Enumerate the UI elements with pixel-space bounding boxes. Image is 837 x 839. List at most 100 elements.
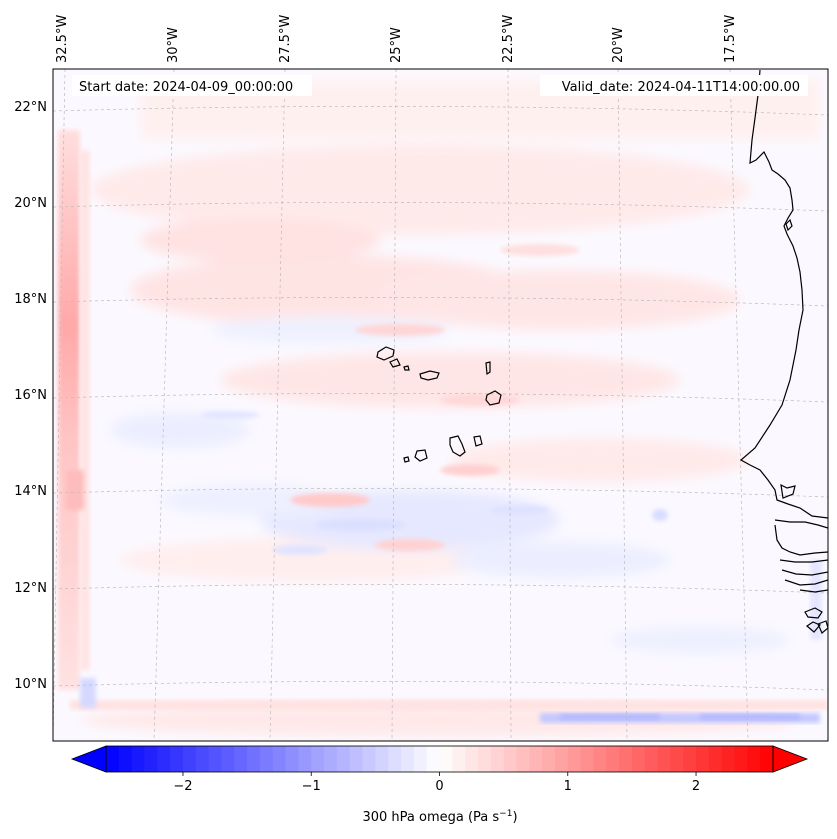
map-frame	[52, 68, 829, 742]
colorbar-cell	[465, 746, 479, 772]
colorbar-cell	[157, 746, 171, 772]
colorbar-cell	[580, 746, 595, 772]
lon-label-32-5w: 32.5°W	[55, 15, 70, 63]
lon-label-25w: 25°W	[389, 27, 404, 63]
colorbar-cell	[401, 746, 415, 772]
valid-date-box	[540, 75, 808, 96]
colorbar-extend-high	[772, 745, 809, 773]
colorbar-cell	[760, 746, 774, 772]
colorbar-extend-low	[70, 745, 107, 773]
colorbar-cell	[298, 746, 312, 772]
colorbar-cell	[503, 746, 518, 772]
island-santa-luzia	[403, 365, 410, 371]
lat-label-20n: 20°N	[14, 196, 47, 211]
colorbar-cell	[426, 746, 441, 772]
colorbar-cell	[349, 746, 364, 772]
lon-label-30w: 30°W	[166, 27, 181, 63]
colorbar-cell	[439, 746, 453, 772]
start-date-label: Start date: 2024-04-09_00:00:00	[79, 80, 293, 95]
colorbar-cell	[413, 746, 428, 772]
colorbar-cell	[221, 746, 235, 772]
african-coastline	[739, 69, 828, 519]
island-boa-vista	[485, 390, 502, 406]
colorbar-cell	[554, 746, 569, 772]
colorbar-tick-label: 1	[564, 779, 572, 794]
colorbar-cell	[708, 746, 723, 772]
colorbar-cell	[234, 746, 248, 772]
start-date-box	[72, 75, 312, 96]
colorbar-cell	[118, 746, 133, 772]
colorbar-cell	[747, 746, 761, 772]
colorbar-cell	[490, 746, 505, 772]
lon-label-17-5w: 17.5°W	[723, 15, 738, 63]
island-sao-vicente	[389, 358, 401, 368]
colorbar-cell	[247, 746, 261, 772]
lat-label-18n: 18°N	[14, 292, 47, 307]
island-brava	[403, 456, 410, 463]
colorbar-cell	[567, 746, 582, 772]
coastline	[739, 69, 828, 634]
lat-label-22n: 22°N	[14, 100, 47, 115]
colorbar-cell	[619, 746, 633, 772]
colorbar-cell	[170, 746, 184, 772]
colorbar-cell	[529, 746, 543, 772]
colorbar-cell	[131, 746, 146, 772]
colorbar-cell	[721, 746, 736, 772]
colorbar-cell	[388, 746, 402, 772]
colorbar-cell	[182, 746, 197, 772]
colorbar-tick-label: −1	[302, 779, 321, 794]
colorbar: −2 −1 0 1 2 300 hPa omega (Pa s−1)	[70, 745, 809, 825]
colorbar-tick-label: 0	[435, 779, 443, 794]
valid-date-label: Valid_date: 2024-04-11T14:00:00.00	[562, 80, 800, 95]
lat-label-16n: 16°N	[14, 388, 47, 403]
colorbar-ticks: −2 −1 0 1 2	[173, 772, 700, 794]
map-area: Start date: 2024-04-09_00:00:00 Valid_da…	[53, 69, 828, 741]
lat-label-10n: 10°N	[14, 677, 47, 692]
colorbar-cell	[631, 746, 646, 772]
island-sal	[485, 361, 491, 376]
colorbar-cell	[285, 746, 300, 772]
island-fogo	[414, 449, 428, 462]
colorbar-cell	[375, 746, 389, 772]
latitude-labels: 22°N 20°N 18°N 16°N 14°N 12°N 10°N	[14, 100, 47, 692]
colorbar-cell	[606, 746, 620, 772]
colorbar-cells	[106, 746, 774, 772]
gridlines	[53, 69, 828, 741]
lon-label-27-5w: 27.5°W	[278, 15, 293, 63]
island-sao-nicolau	[419, 370, 440, 381]
colorbar-cell	[477, 746, 492, 772]
colorbar-cell	[362, 746, 376, 772]
island-santiago	[449, 435, 466, 457]
colorbar-cell	[106, 746, 120, 772]
colorbar-cell	[259, 746, 274, 772]
colorbar-cell	[195, 746, 210, 772]
colorbar-cell	[734, 746, 748, 772]
colorbar-label: 300 hPa omega (Pa s−1)	[362, 809, 517, 825]
colorbar-cell	[593, 746, 607, 772]
island-santo-antao	[376, 346, 395, 361]
colorbar-cell	[144, 746, 158, 772]
colorbar-tick-label: −2	[173, 779, 192, 794]
island-maio	[473, 435, 483, 447]
colorbar-cell	[311, 746, 325, 772]
lon-label-20w: 20°W	[611, 27, 626, 63]
colorbar-cell	[452, 746, 466, 772]
colorbar-cell	[272, 746, 287, 772]
colorbar-cell	[542, 746, 556, 772]
colorbar-cell	[683, 746, 697, 772]
colorbar-cell	[516, 746, 530, 772]
lon-label-22-5w: 22.5°W	[501, 15, 516, 63]
colorbar-cell	[670, 746, 684, 772]
colorbar-cell	[644, 746, 659, 772]
lat-label-14n: 14°N	[14, 484, 47, 499]
longitude-labels: 32.5°W 30°W 27.5°W 25°W 22.5°W 20°W 17.5…	[55, 15, 738, 63]
lat-label-12n: 12°N	[14, 581, 47, 596]
colorbar-tick-label: 2	[692, 779, 700, 794]
colorbar-cell	[324, 746, 338, 772]
cape-verde-islands	[376, 346, 502, 463]
colorbar-cell	[208, 746, 223, 772]
colorbar-cell	[336, 746, 351, 772]
colorbar-cell	[696, 746, 710, 772]
colorbar-cell	[657, 746, 671, 772]
